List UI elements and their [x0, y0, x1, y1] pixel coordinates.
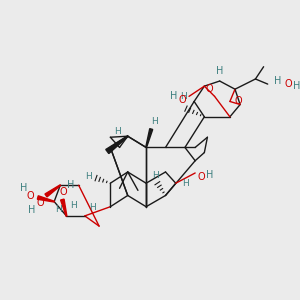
Text: H: H [216, 66, 224, 76]
Polygon shape [146, 129, 153, 148]
Text: H: H [70, 201, 77, 210]
Text: H: H [151, 117, 158, 126]
Text: O: O [36, 198, 44, 208]
Text: O: O [234, 97, 242, 106]
Text: H: H [274, 76, 282, 86]
Text: O: O [197, 172, 205, 182]
Polygon shape [106, 136, 128, 154]
Text: H: H [20, 183, 27, 193]
Text: O: O [284, 79, 292, 89]
Text: O: O [178, 95, 186, 105]
Text: H: H [85, 172, 92, 181]
Text: H: H [55, 205, 62, 214]
Polygon shape [45, 185, 61, 197]
Polygon shape [38, 196, 54, 202]
Text: H: H [152, 170, 159, 179]
Text: H: H [206, 170, 213, 180]
Text: H: H [114, 127, 121, 136]
Text: H: H [90, 203, 96, 212]
Text: H: H [292, 81, 300, 91]
Text: H: H [181, 92, 187, 101]
Text: H: H [28, 205, 35, 215]
Text: H: H [170, 92, 177, 101]
Text: O: O [27, 191, 34, 202]
Polygon shape [61, 199, 67, 216]
Text: O: O [206, 84, 213, 94]
Text: H: H [67, 180, 74, 190]
Text: H: H [183, 179, 189, 188]
Text: O: O [59, 188, 67, 197]
